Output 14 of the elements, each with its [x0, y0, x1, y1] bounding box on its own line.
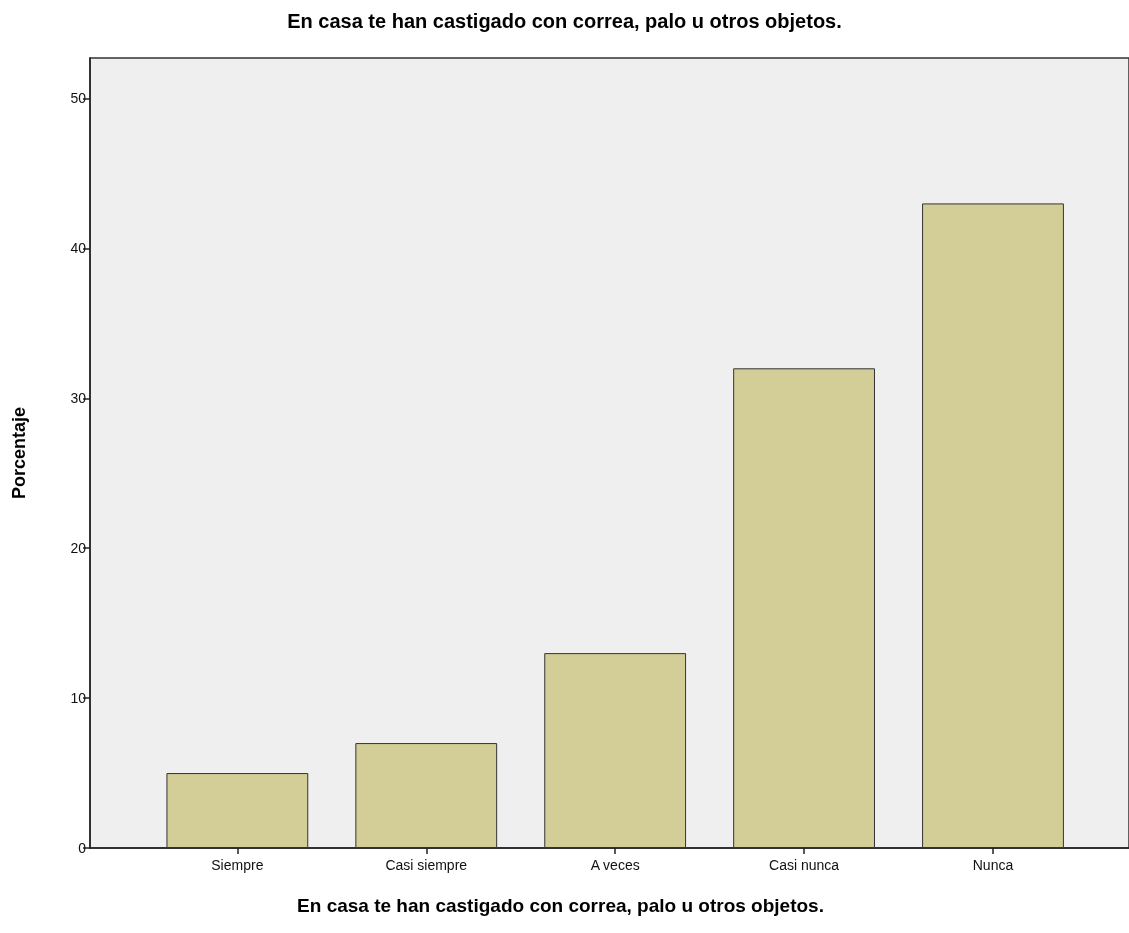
y-tick-label: 10	[70, 690, 87, 707]
chart-title: En casa te han castigado con correa, palo u otros objetos.	[287, 10, 842, 32]
x-tick-label: A veces	[590, 857, 640, 873]
x-tick-label: Nunca	[972, 857, 1014, 873]
y-tick-label: 20	[70, 540, 87, 557]
y-tick-label: 30	[70, 390, 87, 407]
x-axis-title: En casa te han castigado con correa, palo u otros objetos.	[297, 895, 824, 916]
y-tick-label: 0	[78, 840, 87, 856]
x-tick-label: Casi nunca	[769, 857, 840, 873]
x-tick-label: Siempre	[211, 857, 264, 873]
y-tick-label: 50	[70, 90, 87, 107]
x-tick-label: Casi siempre	[385, 857, 468, 873]
y-tick-label: 40	[70, 240, 87, 257]
y-axis-title: Porcentaje	[9, 406, 29, 500]
